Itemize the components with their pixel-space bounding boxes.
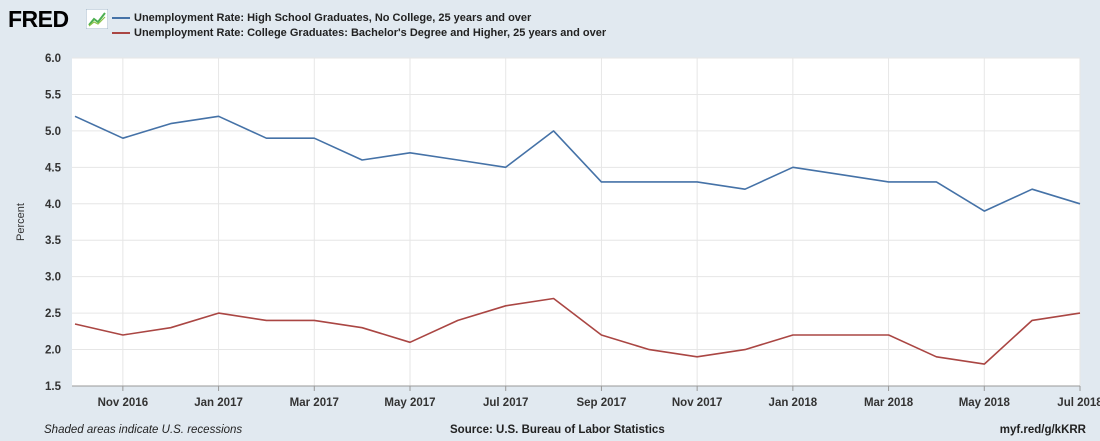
x-tick-label: Jan 2017 bbox=[194, 397, 243, 409]
fred-logo[interactable]: FRED bbox=[8, 6, 69, 32]
y-axis: 1.5 2.0 2.5 3.0 3.5 4.0 4.5 5.0 5.5 6.0 bbox=[45, 53, 62, 393]
trend-line-icon bbox=[86, 9, 108, 29]
y-tick-label: 5.5 bbox=[45, 89, 62, 101]
x-tick-label: Jul 2017 bbox=[483, 397, 528, 409]
legend-item-series-2[interactable]: Unemployment Rate: College Graduates: Ba… bbox=[112, 25, 606, 40]
x-tick-label: Nov 2017 bbox=[672, 397, 723, 409]
series-lines bbox=[74, 115, 1081, 365]
legend-swatch-series-2 bbox=[112, 31, 130, 34]
y-tick-label: 6.0 bbox=[45, 53, 61, 65]
series-line-2[interactable] bbox=[74, 297, 1081, 365]
x-tick-label: Sep 2017 bbox=[576, 397, 626, 409]
y-tick-label: 2.0 bbox=[45, 345, 61, 357]
x-tick-label: Jul 2018 bbox=[1057, 397, 1100, 409]
legend: Unemployment Rate: High School Graduates… bbox=[112, 10, 606, 40]
legend-item-series-1[interactable]: Unemployment Rate: High School Graduates… bbox=[112, 10, 606, 25]
y-tick-label: 1.5 bbox=[45, 381, 62, 393]
x-tick-label: Mar 2017 bbox=[290, 397, 339, 409]
x-tick-label: May 2017 bbox=[384, 397, 435, 409]
y-tick-label: 4.0 bbox=[45, 199, 61, 211]
legend-label-series-2: Unemployment Rate: College Graduates: Ba… bbox=[134, 26, 607, 39]
line-chart[interactable]: 1.5 2.0 2.5 3.0 3.5 4.0 4.5 5.0 5.5 6.0 Nov 2016 J… bbox=[0, 0, 1100, 420]
legend-label-series-1: Unemployment Rate: High School Graduates… bbox=[134, 11, 532, 24]
y-tick-label: 5.0 bbox=[45, 126, 61, 138]
x-tick-label: Mar 2018 bbox=[864, 397, 914, 409]
short-link[interactable]: myf.red/g/kKRR bbox=[999, 424, 1086, 436]
y-tick-label: 2.5 bbox=[45, 308, 62, 320]
y-tick-label: 3.0 bbox=[45, 272, 61, 284]
recession-note: Shaded areas indicate U.S. recessions bbox=[44, 424, 243, 436]
y-tick-label: 4.5 bbox=[45, 162, 62, 174]
x-tick-label: Nov 2016 bbox=[98, 397, 149, 409]
y-axis-label: Percent bbox=[15, 203, 27, 241]
x-tick-label: May 2018 bbox=[959, 397, 1011, 409]
chart-header: FRED Unemployment Rate: High School Grad… bbox=[0, 0, 1100, 50]
series-line-1[interactable] bbox=[74, 115, 1081, 212]
plot-area bbox=[72, 58, 1080, 386]
x-axis: Nov 2016 Jan 2017 Mar 2017 May 2017 Jul 2017… bbox=[72, 385, 1100, 409]
legend-swatch-series-1 bbox=[112, 16, 130, 19]
source-note: Source: U.S. Bureau of Labor Statistics bbox=[450, 424, 665, 436]
x-tick-label: Jan 2018 bbox=[769, 397, 818, 409]
y-tick-label: 3.5 bbox=[45, 235, 62, 247]
